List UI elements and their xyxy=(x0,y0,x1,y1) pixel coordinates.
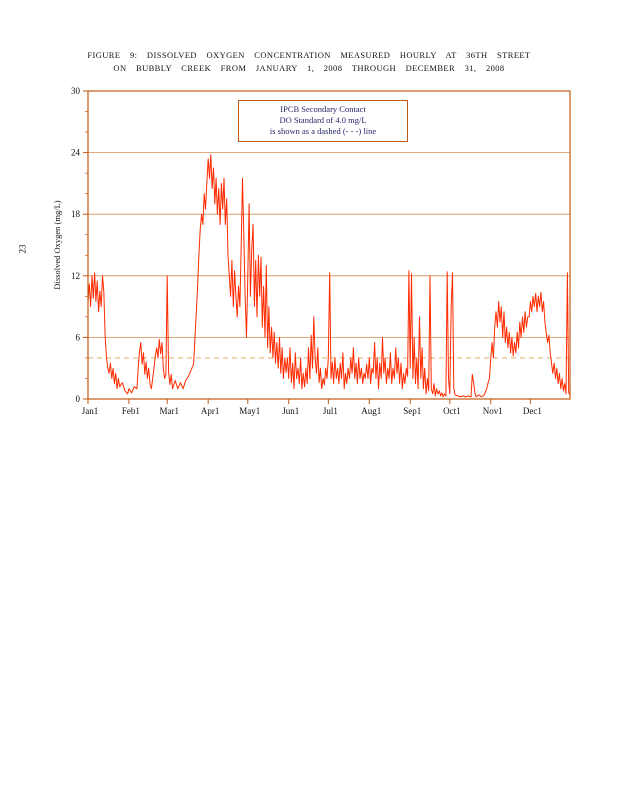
do-data-line xyxy=(87,154,571,398)
x-tick-label: Jul1 xyxy=(323,406,338,416)
y-tick-label: 30 xyxy=(71,86,81,96)
y-tick-label: 18 xyxy=(71,209,81,219)
y-tick-label: 6 xyxy=(76,332,81,342)
x-tick-label: Apr1 xyxy=(201,406,220,416)
legend-line-3: is shown as a dashed (- - -) line xyxy=(269,126,377,136)
legend-line-1: IPCB Secondary Contact xyxy=(280,104,366,114)
y-tick-label: 0 xyxy=(76,394,81,404)
figure-caption: FIGURE 9: DISSOLVED OXYGEN CONCENTRATION… xyxy=(0,49,618,75)
x-tick-label: Jun1 xyxy=(282,406,299,416)
x-tick-label: May1 xyxy=(239,406,260,416)
x-tick-label: Jan1 xyxy=(82,406,99,416)
plot-frame xyxy=(87,90,571,400)
x-tick-label: Aug1 xyxy=(361,406,381,416)
x-tick-label: Dec1 xyxy=(523,406,542,416)
x-tick-label: Mar1 xyxy=(159,406,179,416)
x-tick-label: Oct1 xyxy=(443,406,461,416)
x-tick-label: Feb1 xyxy=(122,406,140,416)
y-tick-label: 24 xyxy=(71,148,81,158)
figure-caption-line2: ON BUBBLY CREEK FROM JANUARY 1, 2008 THR… xyxy=(113,63,505,73)
x-tick-label: Nov1 xyxy=(483,406,503,416)
figure-caption-line1: FIGURE 9: DISSOLVED OXYGEN CONCENTRATION… xyxy=(87,50,531,60)
y-axis-title: Dissolved Oxygen (mg/L) xyxy=(52,200,62,290)
legend-box: IPCB Secondary Contact DO Standard of 4.… xyxy=(238,100,408,142)
x-tick-label: Sep1 xyxy=(403,406,421,416)
legend-line-2: DO Standard of 4.0 mg/L xyxy=(279,115,367,125)
y-tick-label: 12 xyxy=(71,271,80,281)
dissolved-oxygen-chart: 0 6 12 18 24 30 Jan1 Feb1 Mar1 Apr1 May1 Jun1 Jul1 Au… xyxy=(71,86,571,416)
